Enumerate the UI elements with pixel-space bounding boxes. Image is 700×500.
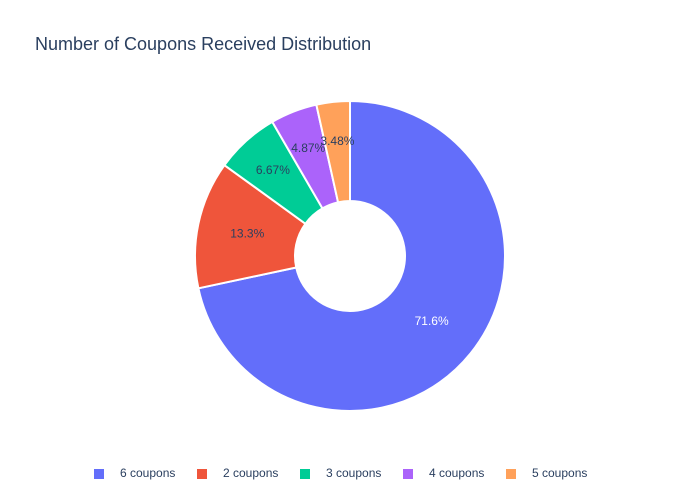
legend-swatch — [403, 469, 413, 479]
pie-slice-2-coupons[interactable] — [194, 163, 307, 290]
chart-title: Number of Coupons Received Distribution — [35, 34, 371, 54]
legend-item-3-coupons[interactable]: 3 coupons — [300, 466, 381, 480]
legend-swatch — [300, 469, 310, 479]
legend-item-4-coupons[interactable]: 4 coupons — [403, 466, 484, 480]
slice-label-2-coupons: 13.3% — [230, 226, 264, 240]
pie-slice-5-coupons[interactable] — [315, 99, 351, 204]
legend-item-2-coupons[interactable]: 2 coupons — [197, 466, 278, 480]
legend-label: 3 coupons — [326, 466, 381, 480]
legend-label: 5 coupons — [532, 466, 587, 480]
legend-swatch — [94, 469, 104, 479]
slice-label-5-coupons: 3.48% — [320, 134, 354, 148]
slice-labels: 71.6% 13.3% 6.67%4.87%3.48% — [230, 134, 449, 328]
legend-item-6-coupons[interactable]: 6 coupons — [94, 466, 175, 480]
pie-slices — [194, 99, 506, 412]
slice-label-3-coupons: 6.67% — [256, 163, 290, 177]
legend[interactable]: 6 coupons 2 coupons 3 coupons 4 coupons 5 co… — [94, 466, 587, 480]
slice-label-4-coupons: 4.87% — [291, 141, 325, 155]
legend-item-5-coupons[interactable]: 5 coupons — [506, 466, 587, 480]
pie-slice-6-coupons[interactable] — [197, 99, 506, 412]
slice-label-6-coupons: 71.6% — [415, 314, 449, 328]
legend-swatch — [197, 469, 207, 479]
legend-label: 2 coupons — [223, 466, 278, 480]
legend-label: 6 coupons — [120, 466, 175, 480]
legend-swatch — [506, 469, 516, 479]
legend-label: 4 coupons — [429, 466, 484, 480]
